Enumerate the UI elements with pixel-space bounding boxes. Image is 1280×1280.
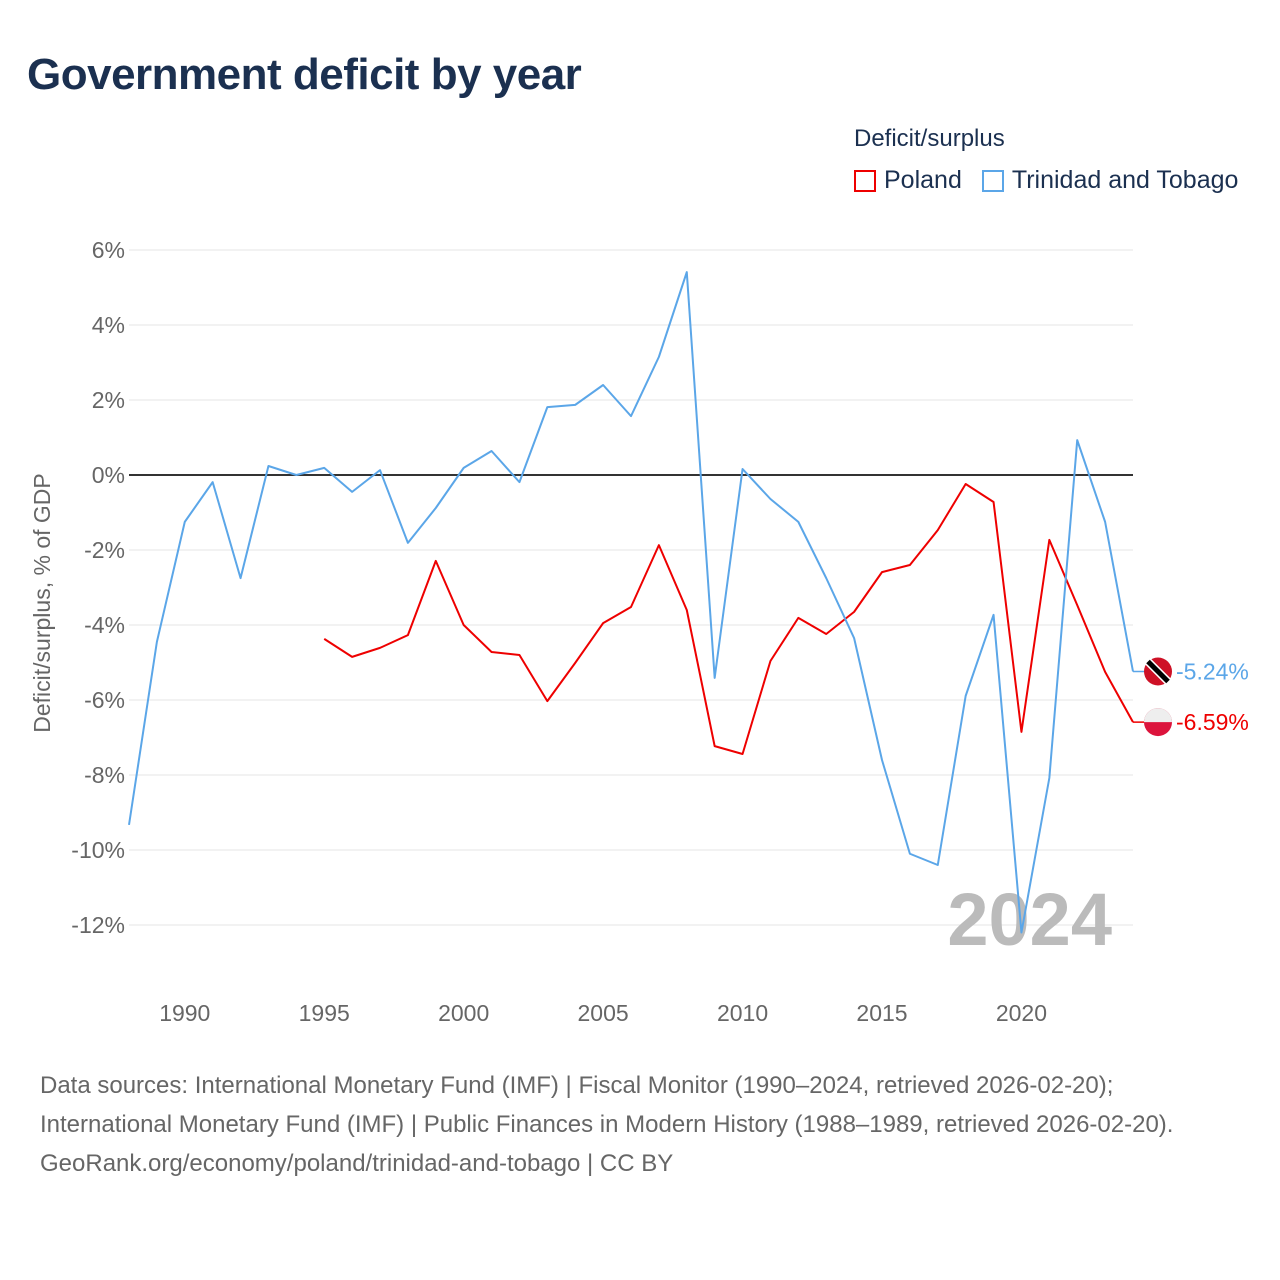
data-sources: Data sources: International Monetary Fun…: [40, 1072, 1174, 1138]
y-tick-label: 2%: [92, 387, 125, 413]
y-axis-label: Deficit/surplus, % of GDP: [29, 473, 55, 732]
trinidad-flag-stripe-black: [1146, 659, 1170, 684]
legend-item-trinidad[interactable]: Trinidad and Tobago: [981, 166, 1239, 195]
credit-link[interactable]: GeoRank.org/economy/poland/trinidad-and-…: [40, 1150, 674, 1177]
x-tick-label: 2010: [717, 1000, 768, 1026]
legend-label-trinidad: Trinidad and Tobago: [1011, 166, 1239, 194]
poland-flag-top: [1144, 708, 1172, 723]
plot-area: 6% 4% 2% 0% -2% -4% -6% -8% -10% -12% 1990 1995 2000…: [29, 237, 1249, 1026]
y-tick-label: -4%: [84, 612, 125, 638]
footer: Data sources: International Monetary Fun…: [40, 1066, 1240, 1183]
chart-title: Government deficit by year: [27, 50, 582, 99]
x-tick-label: 2020: [996, 1000, 1047, 1026]
series-line-0: [323, 483, 1134, 755]
end-value-label: -5.24%: [1176, 659, 1249, 685]
legend-swatch-poland: [854, 169, 876, 192]
end-value-label: -6.59%: [1176, 709, 1249, 735]
x-tick-label: 1990: [159, 1000, 210, 1026]
y-tick-label: 4%: [92, 312, 125, 338]
y-tick-label: 6%: [92, 237, 125, 263]
x-tick-label: 1995: [299, 1000, 350, 1026]
y-tick-label: -8%: [84, 762, 125, 788]
y-tick-label: 0%: [92, 462, 125, 488]
series-line-1: [128, 271, 1134, 934]
y-tick-label: -2%: [84, 537, 125, 563]
legend-title: Deficit/surplus: [854, 125, 1005, 152]
legend-label-poland: Poland: [884, 166, 962, 194]
legend-swatch-trinidad: [981, 169, 1004, 192]
legend-item-poland[interactable]: Poland: [854, 166, 962, 195]
legend: Poland Trinidad and Tobago: [854, 166, 1258, 195]
y-tick-label: -6%: [84, 687, 125, 713]
y-tick-label: -12%: [71, 912, 125, 938]
x-tick-label: 2015: [856, 1000, 907, 1026]
y-tick-label: -10%: [71, 837, 125, 863]
x-tick-label: 2005: [578, 1000, 629, 1026]
x-tick-label: 2000: [438, 1000, 489, 1026]
